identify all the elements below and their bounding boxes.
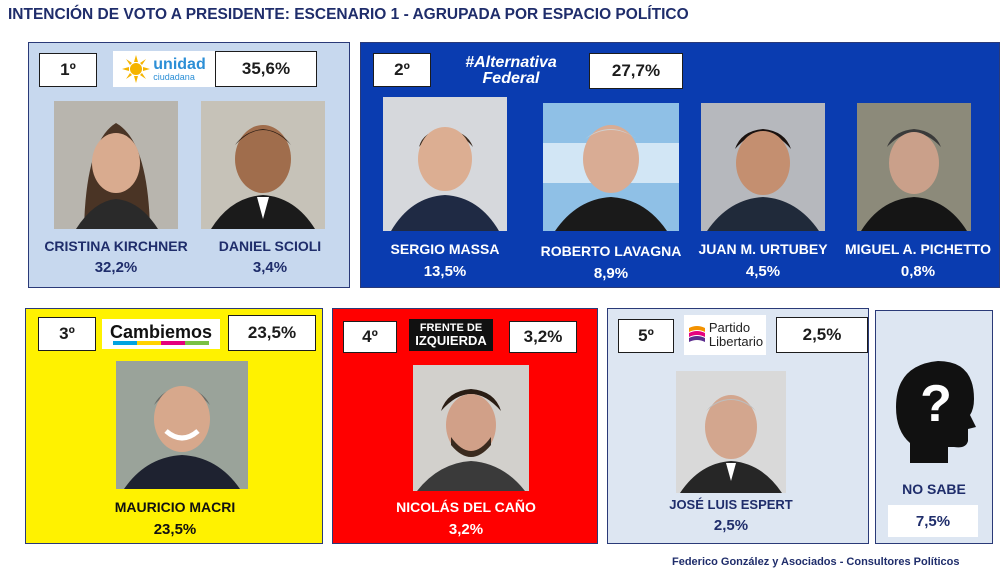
logo-text: Cambiemos (109, 322, 213, 342)
percent-box: 27,7% (589, 53, 683, 89)
flag-icon (688, 326, 705, 342)
logo-stripe (113, 341, 209, 345)
panel-unidad-ciudadana: 1º unidad ciudadana 35,6% CRISTINA KIRCH… (28, 42, 350, 288)
candidate-photo (383, 97, 507, 231)
group-percent: 3,2% (523, 327, 563, 346)
candidate-percent: 0,8% (900, 263, 936, 280)
percent-box: 35,6% (215, 51, 317, 87)
rank-label: 1º (60, 60, 76, 79)
cambiemos-logo: Cambiemos (102, 319, 220, 349)
candidate-photo (676, 371, 786, 493)
alternativa-federal-logo: #Alternativa Federal (451, 55, 571, 87)
partido-libertario-logo: Partido Libertario (684, 315, 766, 355)
rank-box: 1º (39, 53, 97, 87)
candidate-percent: 23,5% (153, 521, 197, 538)
candidate-name: JUAN M. URTUBEY (698, 241, 828, 257)
rank-label: 4º (362, 327, 378, 346)
logo-subtext: ciudadana (153, 71, 195, 82)
candidate-percent: 2,5% (713, 517, 749, 534)
panel-no-sabe: ? NO SABE 7,5% (875, 310, 993, 544)
candidate-percent: 3,2% (448, 521, 484, 538)
candidate-name: NICOLÁS DEL CAÑO (396, 499, 536, 515)
logo-text: #Alternativa (465, 55, 557, 71)
candidate-photo (201, 101, 325, 229)
candidate-percent: 3,4% (252, 259, 288, 276)
no-sabe-percent-box: 7,5% (888, 505, 978, 537)
candidate-photo (543, 103, 679, 231)
group-percent: 35,6% (241, 59, 291, 78)
candidate-name: JOSÉ LUIS ESPERT (669, 497, 793, 512)
no-sabe-percent: 7,5% (915, 512, 951, 530)
panel-alternativa-federal: 2º #Alternativa Federal 27,7% SERGIO MAS… (360, 42, 1000, 288)
candidate-percent: 4,5% (745, 263, 781, 280)
question-head-icon: ? (892, 351, 978, 463)
candidate-name: DANIEL SCIOLI (218, 238, 322, 254)
logo-text: FRENTE DE (419, 322, 483, 334)
percent-box: 23,5% (228, 315, 316, 351)
logo-subtext: IZQUIERDA (415, 333, 487, 348)
rank-box: 5º (618, 319, 674, 353)
candidate-name: SERGIO MASSA (390, 241, 500, 257)
panel-partido-libertario: 5º Partido Libertario 2,5% JOSÉ LUIS ESP… (607, 308, 869, 544)
unidad-ciudadana-logo: unidad ciudadana (113, 51, 215, 87)
candidate-name: ROBERTO LAVAGNA (540, 243, 682, 259)
group-percent: 23,5% (247, 323, 297, 342)
logo-subtext: Libertario (708, 334, 764, 349)
candidate-percent: 32,2% (94, 259, 138, 276)
group-percent: 27,7% (611, 61, 661, 80)
rank-box: 3º (38, 317, 96, 351)
logo-text: unidad (153, 55, 206, 73)
footer-credit: Federico González y Asociados - Consulto… (672, 556, 960, 568)
rank-box: 4º (343, 321, 397, 353)
group-percent: 2,5% (802, 325, 842, 344)
candidate-name: MIGUEL A. PICHETTO (845, 241, 991, 257)
candidate-photo (701, 103, 825, 231)
svg-text:?: ? (920, 375, 952, 433)
page-title: INTENCIÓN DE VOTO A PRESIDENTE: ESCENARI… (8, 6, 689, 23)
candidate-name: MAURICIO MACRI (114, 499, 236, 515)
candidate-photo (857, 103, 971, 231)
candidate-name: CRISTINA KIRCHNER (44, 238, 188, 254)
candidate-photo (413, 365, 529, 491)
rank-label: 5º (638, 326, 654, 345)
candidate-photo (54, 101, 178, 229)
no-sabe-label: NO SABE (902, 481, 966, 497)
rank-label: 3º (59, 324, 75, 343)
panel-cambiemos: 3º Cambiemos 23,5% MAURICIO MACRI 23,5% (25, 308, 323, 544)
frente-izquierda-logo: FRENTE DE IZQUIERDA (409, 319, 493, 351)
panel-frente-izquierda: 4º FRENTE DE IZQUIERDA 3,2% NICOLÁS DEL … (332, 308, 598, 544)
candidate-percent: 8,9% (593, 265, 629, 282)
logo-text: Partido (708, 320, 751, 336)
percent-box: 3,2% (509, 321, 577, 353)
rank-box: 2º (373, 53, 431, 87)
percent-box: 2,5% (776, 317, 868, 353)
logo-subtext: Federal (482, 70, 540, 87)
rank-label: 2º (394, 60, 410, 79)
candidate-percent: 13,5% (423, 263, 467, 280)
sun-icon (122, 55, 151, 83)
candidate-photo (116, 361, 248, 489)
